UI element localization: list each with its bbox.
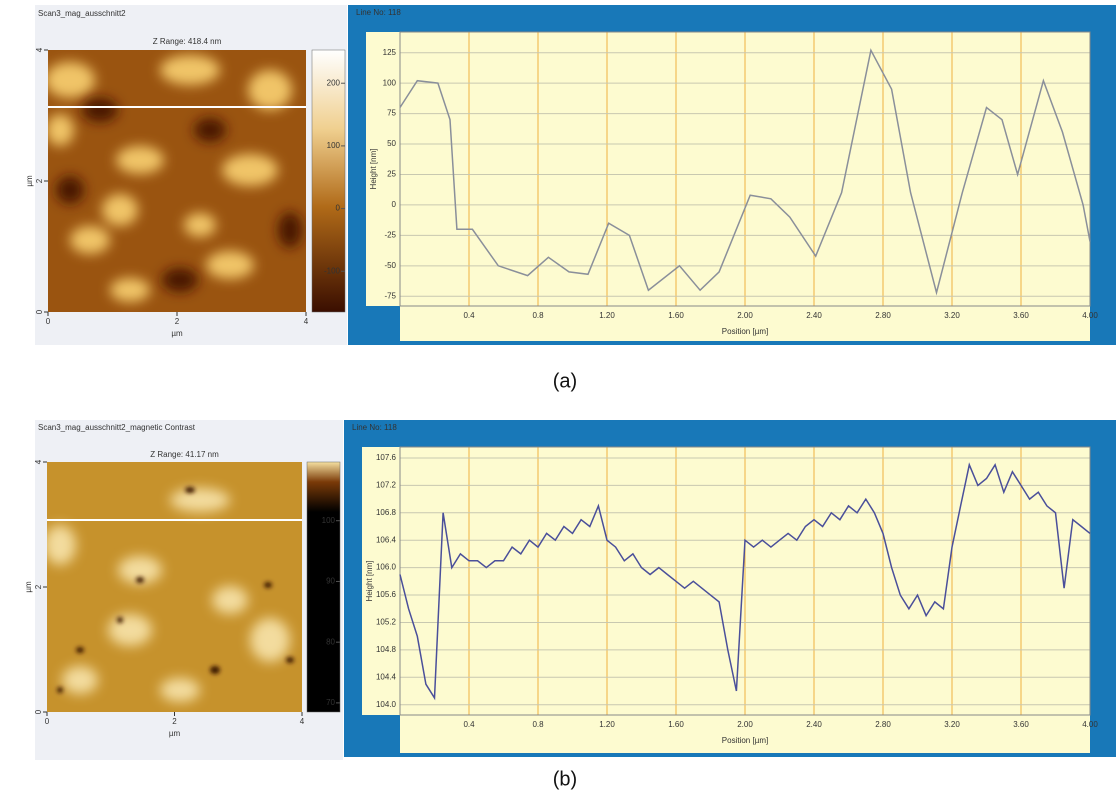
colorbar-tick-label: 70 — [326, 698, 335, 707]
y-label-band — [362, 447, 400, 715]
y-tick-label: 104.8 — [376, 645, 397, 654]
colorbar — [311, 49, 346, 313]
x-tick-label: 2 — [175, 317, 180, 326]
y-tick-label: 0 — [35, 309, 44, 314]
colorbar — [306, 461, 341, 713]
y-tick-label: 104.4 — [376, 672, 397, 681]
colorbar-tick-label: 80 — [326, 637, 335, 646]
y-tick-label: 125 — [383, 48, 397, 57]
x-tick-label: 3.20 — [944, 720, 960, 729]
y-tick-label: 0 — [392, 200, 397, 209]
colorbar-tick-label: 200 — [327, 78, 341, 87]
y-tick-label: 2 — [35, 178, 44, 183]
x-tick-label: 4 — [300, 717, 305, 726]
y-tick-label: 4 — [35, 47, 44, 52]
x-tick-label: 1.20 — [599, 720, 615, 729]
profile-line — [399, 462, 1091, 701]
image-title: Scan3_mag_ausschnitt2 — [38, 9, 126, 18]
chart-title: Line No: 118 — [352, 423, 397, 432]
y-tick-label: 105.6 — [376, 590, 397, 599]
colorbar-tick-label: 0 — [336, 204, 341, 213]
x-label-band — [400, 715, 1090, 753]
y-axis-label: Height [nm] — [369, 149, 378, 190]
x-tick-label: 3.60 — [1013, 720, 1029, 729]
x-tick-label: 2.00 — [737, 311, 753, 320]
x-tick-label: 1.20 — [599, 311, 615, 320]
image-title: Scan3_mag_ausschnitt2_magnetic Contrast — [38, 423, 196, 432]
x-tick-label: 2.80 — [875, 311, 891, 320]
y-tick-label: 107.6 — [376, 453, 397, 462]
x-tick-label: 0.8 — [532, 311, 544, 320]
x-tick-label: 4 — [304, 317, 309, 326]
afm-image — [48, 50, 306, 312]
x-tick-label: 1.60 — [668, 311, 684, 320]
x-tick-label: 2.00 — [737, 720, 753, 729]
z-range: Z Range: 418.4 nm — [153, 37, 222, 46]
y-tick-label: -25 — [384, 230, 396, 239]
x-tick-label: 0 — [46, 317, 51, 326]
x-tick-label: 2.40 — [806, 720, 822, 729]
caption: (b) — [553, 768, 577, 790]
caption: (a) — [553, 370, 577, 392]
colorbar-tick-label: 100 — [327, 141, 341, 150]
y-axis-label: Height [nm] — [365, 561, 374, 602]
x-axis-label: µm — [169, 729, 181, 738]
x-tick-label: 3.20 — [944, 311, 960, 320]
x-label-band — [400, 306, 1090, 341]
x-tick-label: 0.8 — [532, 720, 544, 729]
y-tick-label: 106.8 — [376, 508, 397, 517]
chart-title: Line No: 118 — [356, 8, 401, 17]
y-tick-label: 2 — [34, 584, 43, 589]
y-axis-label: µm — [24, 581, 33, 593]
y-tick-label: 50 — [387, 139, 396, 148]
x-tick-label: 4.00 — [1082, 720, 1098, 729]
profile-line — [399, 48, 1091, 296]
x-tick-label: 4.00 — [1082, 311, 1098, 320]
y-tick-label: -75 — [384, 291, 396, 300]
colorbar-tick-label: 100 — [322, 516, 336, 525]
afm-image — [47, 462, 302, 712]
x-axis-label: Position [µm] — [722, 327, 768, 336]
y-tick-label: 105.2 — [376, 618, 397, 627]
y-tick-label: 100 — [383, 78, 397, 87]
y-tick-label: 25 — [387, 170, 396, 179]
y-tick-label: 0 — [34, 709, 43, 714]
plot-border — [399, 446, 1091, 716]
y-tick-label: 104.0 — [376, 700, 397, 709]
colorbar-tick-label: 90 — [326, 577, 335, 586]
colorbar-tick-label: -100 — [324, 266, 341, 275]
y-tick-label: 106.0 — [376, 563, 397, 572]
x-tick-label: 2.40 — [806, 311, 822, 320]
x-axis-label: µm — [171, 329, 183, 338]
y-tick-label: 106.4 — [376, 535, 397, 544]
y-axis-label: µm — [25, 175, 34, 187]
x-tick-label: 0 — [45, 717, 50, 726]
x-tick-label: 1.60 — [668, 720, 684, 729]
z-range: Z Range: 41.17 nm — [150, 450, 219, 459]
y-tick-label: -50 — [384, 261, 396, 270]
x-tick-label: 0.4 — [463, 720, 475, 729]
x-tick-label: 0.4 — [463, 311, 475, 320]
x-axis-label: Position [µm] — [722, 736, 768, 745]
x-tick-label: 2 — [172, 717, 177, 726]
y-label-band — [366, 32, 400, 306]
y-tick-label: 75 — [387, 109, 396, 118]
y-tick-label: 107.2 — [376, 480, 397, 489]
x-tick-label: 3.60 — [1013, 311, 1029, 320]
plot-border — [399, 31, 1091, 307]
x-tick-label: 2.80 — [875, 720, 891, 729]
y-tick-label: 4 — [34, 459, 43, 464]
